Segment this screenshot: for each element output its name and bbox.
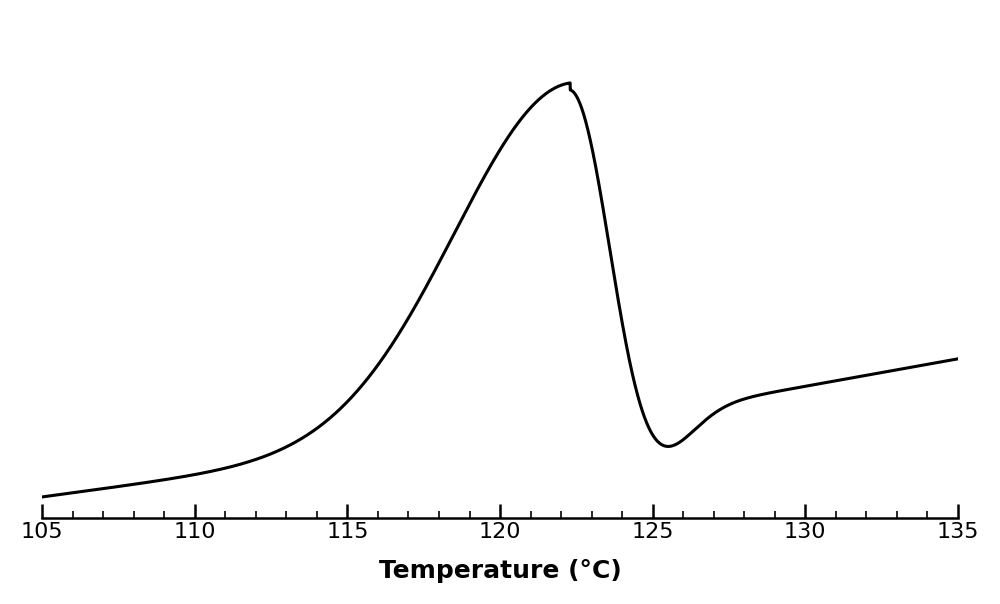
X-axis label: Temperature (°C): Temperature (°C) xyxy=(379,559,621,583)
